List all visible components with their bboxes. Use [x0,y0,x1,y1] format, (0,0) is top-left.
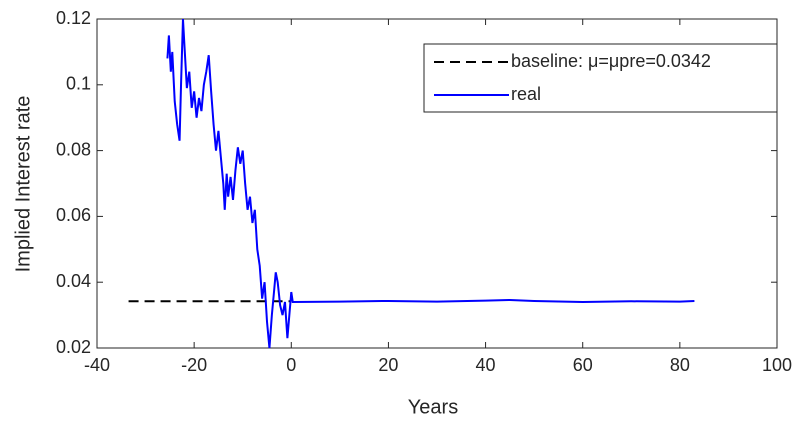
line-series [166,18,695,349]
legend-box [423,43,778,113]
y-tick-label: 0.08 [56,139,91,159]
x-axis-label: Years [408,396,458,418]
x-tick-label: 20 [378,355,398,375]
y-tick-label: 0.1 [66,74,91,94]
x-tick-label: 60 [573,355,593,375]
x-tick-label: -40 [84,355,110,375]
x-tick-label: 80 [670,355,690,375]
x-tick-label: 0 [286,355,296,375]
y-tick-label: 0.12 [56,8,91,28]
x-tick-label: -20 [181,355,207,375]
x-tick-label: 40 [476,355,496,375]
legend-label: baseline: μ=μpre=0.0342 [511,51,711,71]
y-tick-label: 0.04 [56,271,91,291]
y-axis-label: Implied Interest rate [12,96,34,273]
y-tick-label: 0.02 [56,337,91,357]
y-tick-label: 0.06 [56,205,91,225]
legend-label: real [511,84,541,104]
x-tick-label: 100 [762,355,792,375]
